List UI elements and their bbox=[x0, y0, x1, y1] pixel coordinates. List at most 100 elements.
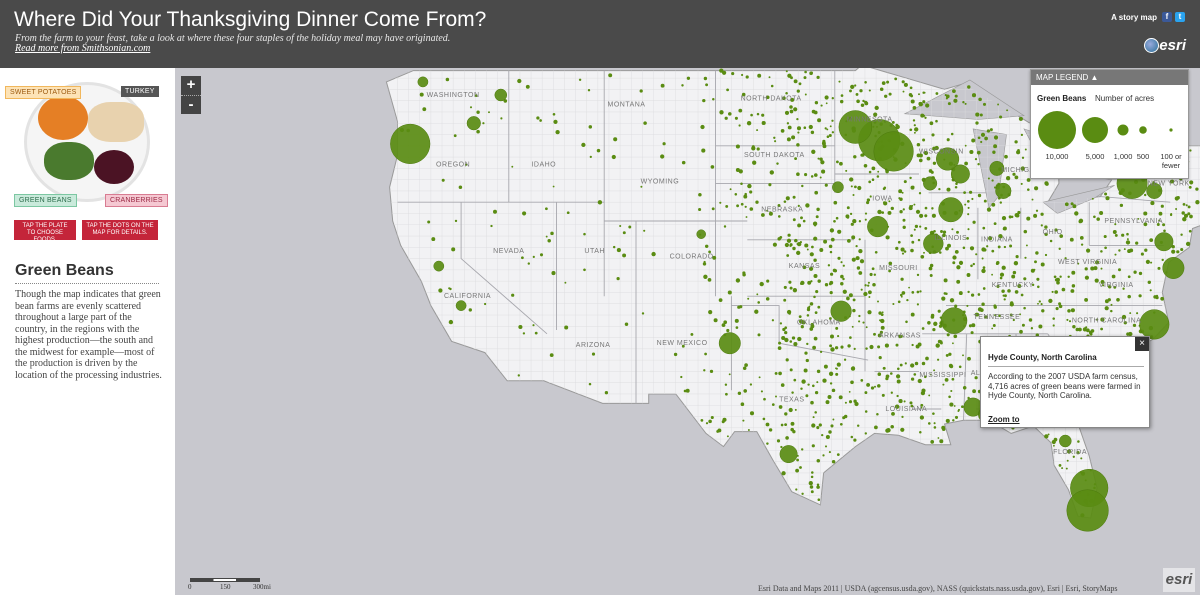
farm-dot[interactable] bbox=[494, 88, 508, 102]
farm-dot[interactable] bbox=[989, 160, 1005, 176]
farm-dot bbox=[891, 411, 895, 416]
farm-dot[interactable] bbox=[696, 229, 706, 239]
farm-dot[interactable] bbox=[417, 76, 429, 88]
legend-toggle[interactable]: MAP LEGEND ▲ bbox=[1031, 70, 1188, 85]
farm-dot bbox=[942, 383, 945, 386]
farm-dot bbox=[864, 81, 867, 84]
farm-dot[interactable] bbox=[940, 307, 968, 334]
esri-globe-icon bbox=[1144, 38, 1159, 53]
green-beans-tag[interactable]: GREEN BEANS bbox=[14, 194, 77, 207]
state-label: UTAH bbox=[584, 248, 605, 255]
farm-dot bbox=[761, 213, 765, 217]
farm-dot[interactable] bbox=[1059, 434, 1072, 448]
farm-dot bbox=[1111, 274, 1116, 279]
turkey-food[interactable] bbox=[88, 102, 144, 142]
close-icon[interactable]: × bbox=[1135, 337, 1149, 351]
sweet-potatoes-food[interactable] bbox=[38, 96, 88, 140]
farm-dot[interactable] bbox=[1162, 257, 1185, 279]
farm-dot[interactable] bbox=[718, 332, 741, 355]
farm-dot bbox=[927, 321, 931, 325]
state-label: MICHIGAN bbox=[1001, 167, 1040, 174]
page-title: Where Did Your Thanksgiving Dinner Come … bbox=[14, 8, 487, 31]
farm-dot bbox=[1019, 313, 1022, 316]
farm-dot bbox=[752, 160, 757, 165]
zoom-to-link[interactable]: Zoom to bbox=[988, 415, 1020, 424]
plate-icon[interactable] bbox=[24, 82, 150, 202]
farm-dot bbox=[1189, 214, 1193, 219]
farm-dot bbox=[743, 389, 748, 393]
farm-dot bbox=[885, 235, 890, 240]
farm-dot[interactable] bbox=[1066, 489, 1109, 532]
zoom-in-button[interactable]: + bbox=[181, 76, 201, 95]
sweet-potatoes-tag[interactable]: SWEET POTATOES bbox=[5, 86, 82, 99]
farm-dot bbox=[835, 326, 839, 330]
farm-dot[interactable] bbox=[433, 260, 445, 272]
farm-dot bbox=[651, 251, 656, 257]
farm-dot bbox=[937, 358, 940, 361]
farm-dot bbox=[945, 353, 949, 357]
farm-dot[interactable] bbox=[923, 233, 944, 254]
farm-dot[interactable] bbox=[867, 216, 889, 238]
farm-dot bbox=[810, 475, 814, 479]
farm-dot bbox=[1067, 309, 1071, 313]
farm-dot[interactable] bbox=[466, 116, 481, 131]
powered-by-esri-logo[interactable]: esri bbox=[1163, 568, 1195, 592]
farm-dot bbox=[806, 248, 809, 251]
farm-dot bbox=[811, 423, 816, 428]
farm-dot bbox=[736, 204, 740, 208]
farm-dot[interactable] bbox=[390, 123, 431, 164]
farm-dot bbox=[517, 78, 522, 84]
map-view[interactable]: WASHINGTON OREGON IDAHO MONTANA WYOMING NEVAD… bbox=[175, 68, 1200, 595]
facebook-icon[interactable]: f bbox=[1162, 12, 1172, 22]
farm-dot bbox=[712, 255, 717, 260]
farm-dot[interactable] bbox=[838, 110, 873, 144]
farm-dot bbox=[977, 293, 981, 296]
farm-dot[interactable] bbox=[923, 176, 938, 191]
farm-dot bbox=[734, 193, 738, 196]
farm-dot bbox=[1069, 237, 1074, 242]
farm-dot bbox=[775, 395, 777, 398]
farm-dot bbox=[935, 119, 938, 123]
read-more-link[interactable]: Read more from Smithsonian.com bbox=[15, 43, 151, 54]
farm-dot bbox=[831, 97, 834, 100]
farm-dot[interactable] bbox=[832, 181, 844, 194]
turkey-tag[interactable]: TURKEY bbox=[121, 86, 159, 97]
farm-dot bbox=[945, 97, 948, 100]
farm-dot bbox=[954, 415, 959, 419]
farm-dot bbox=[1009, 302, 1014, 307]
green-beans-food[interactable] bbox=[44, 142, 94, 180]
farm-dot[interactable] bbox=[455, 300, 467, 311]
farm-dot[interactable] bbox=[830, 300, 852, 322]
farm-dot bbox=[778, 405, 783, 409]
farm-dot bbox=[1171, 249, 1176, 254]
farm-dot[interactable] bbox=[936, 147, 960, 171]
farm-dot[interactable] bbox=[1146, 182, 1163, 199]
info-popup: × Hyde County, North Carolina According … bbox=[980, 336, 1150, 428]
farm-dot[interactable] bbox=[873, 131, 914, 172]
farm-dot[interactable] bbox=[938, 197, 964, 223]
farm-dot bbox=[928, 266, 933, 271]
cranberries-food[interactable] bbox=[94, 150, 134, 184]
farm-dot bbox=[921, 327, 925, 330]
farm-dot bbox=[811, 109, 816, 114]
farm-dot bbox=[454, 219, 458, 223]
farm-dot bbox=[974, 157, 978, 161]
farm-dot[interactable] bbox=[950, 164, 970, 184]
state-label: MONTANA bbox=[608, 101, 646, 108]
esri-logo[interactable]: esri bbox=[1159, 37, 1186, 54]
twitter-icon[interactable]: t bbox=[1175, 12, 1185, 22]
farm-dot[interactable] bbox=[1154, 232, 1174, 252]
cranberries-tag[interactable]: CRANBERRIES bbox=[105, 194, 168, 207]
zoom-out-button[interactable]: - bbox=[181, 95, 201, 114]
farm-dot[interactable] bbox=[995, 182, 1012, 199]
food-plate[interactable] bbox=[10, 78, 170, 210]
farm-dot bbox=[1037, 285, 1040, 289]
farm-dot bbox=[984, 200, 987, 203]
legend-symbol bbox=[1038, 111, 1076, 149]
farm-dot bbox=[917, 238, 921, 242]
farm-dot[interactable] bbox=[1139, 309, 1170, 340]
farm-dot bbox=[813, 258, 817, 262]
farm-dot[interactable] bbox=[779, 445, 798, 464]
farm-dot bbox=[948, 395, 951, 399]
farm-dot bbox=[812, 221, 818, 226]
